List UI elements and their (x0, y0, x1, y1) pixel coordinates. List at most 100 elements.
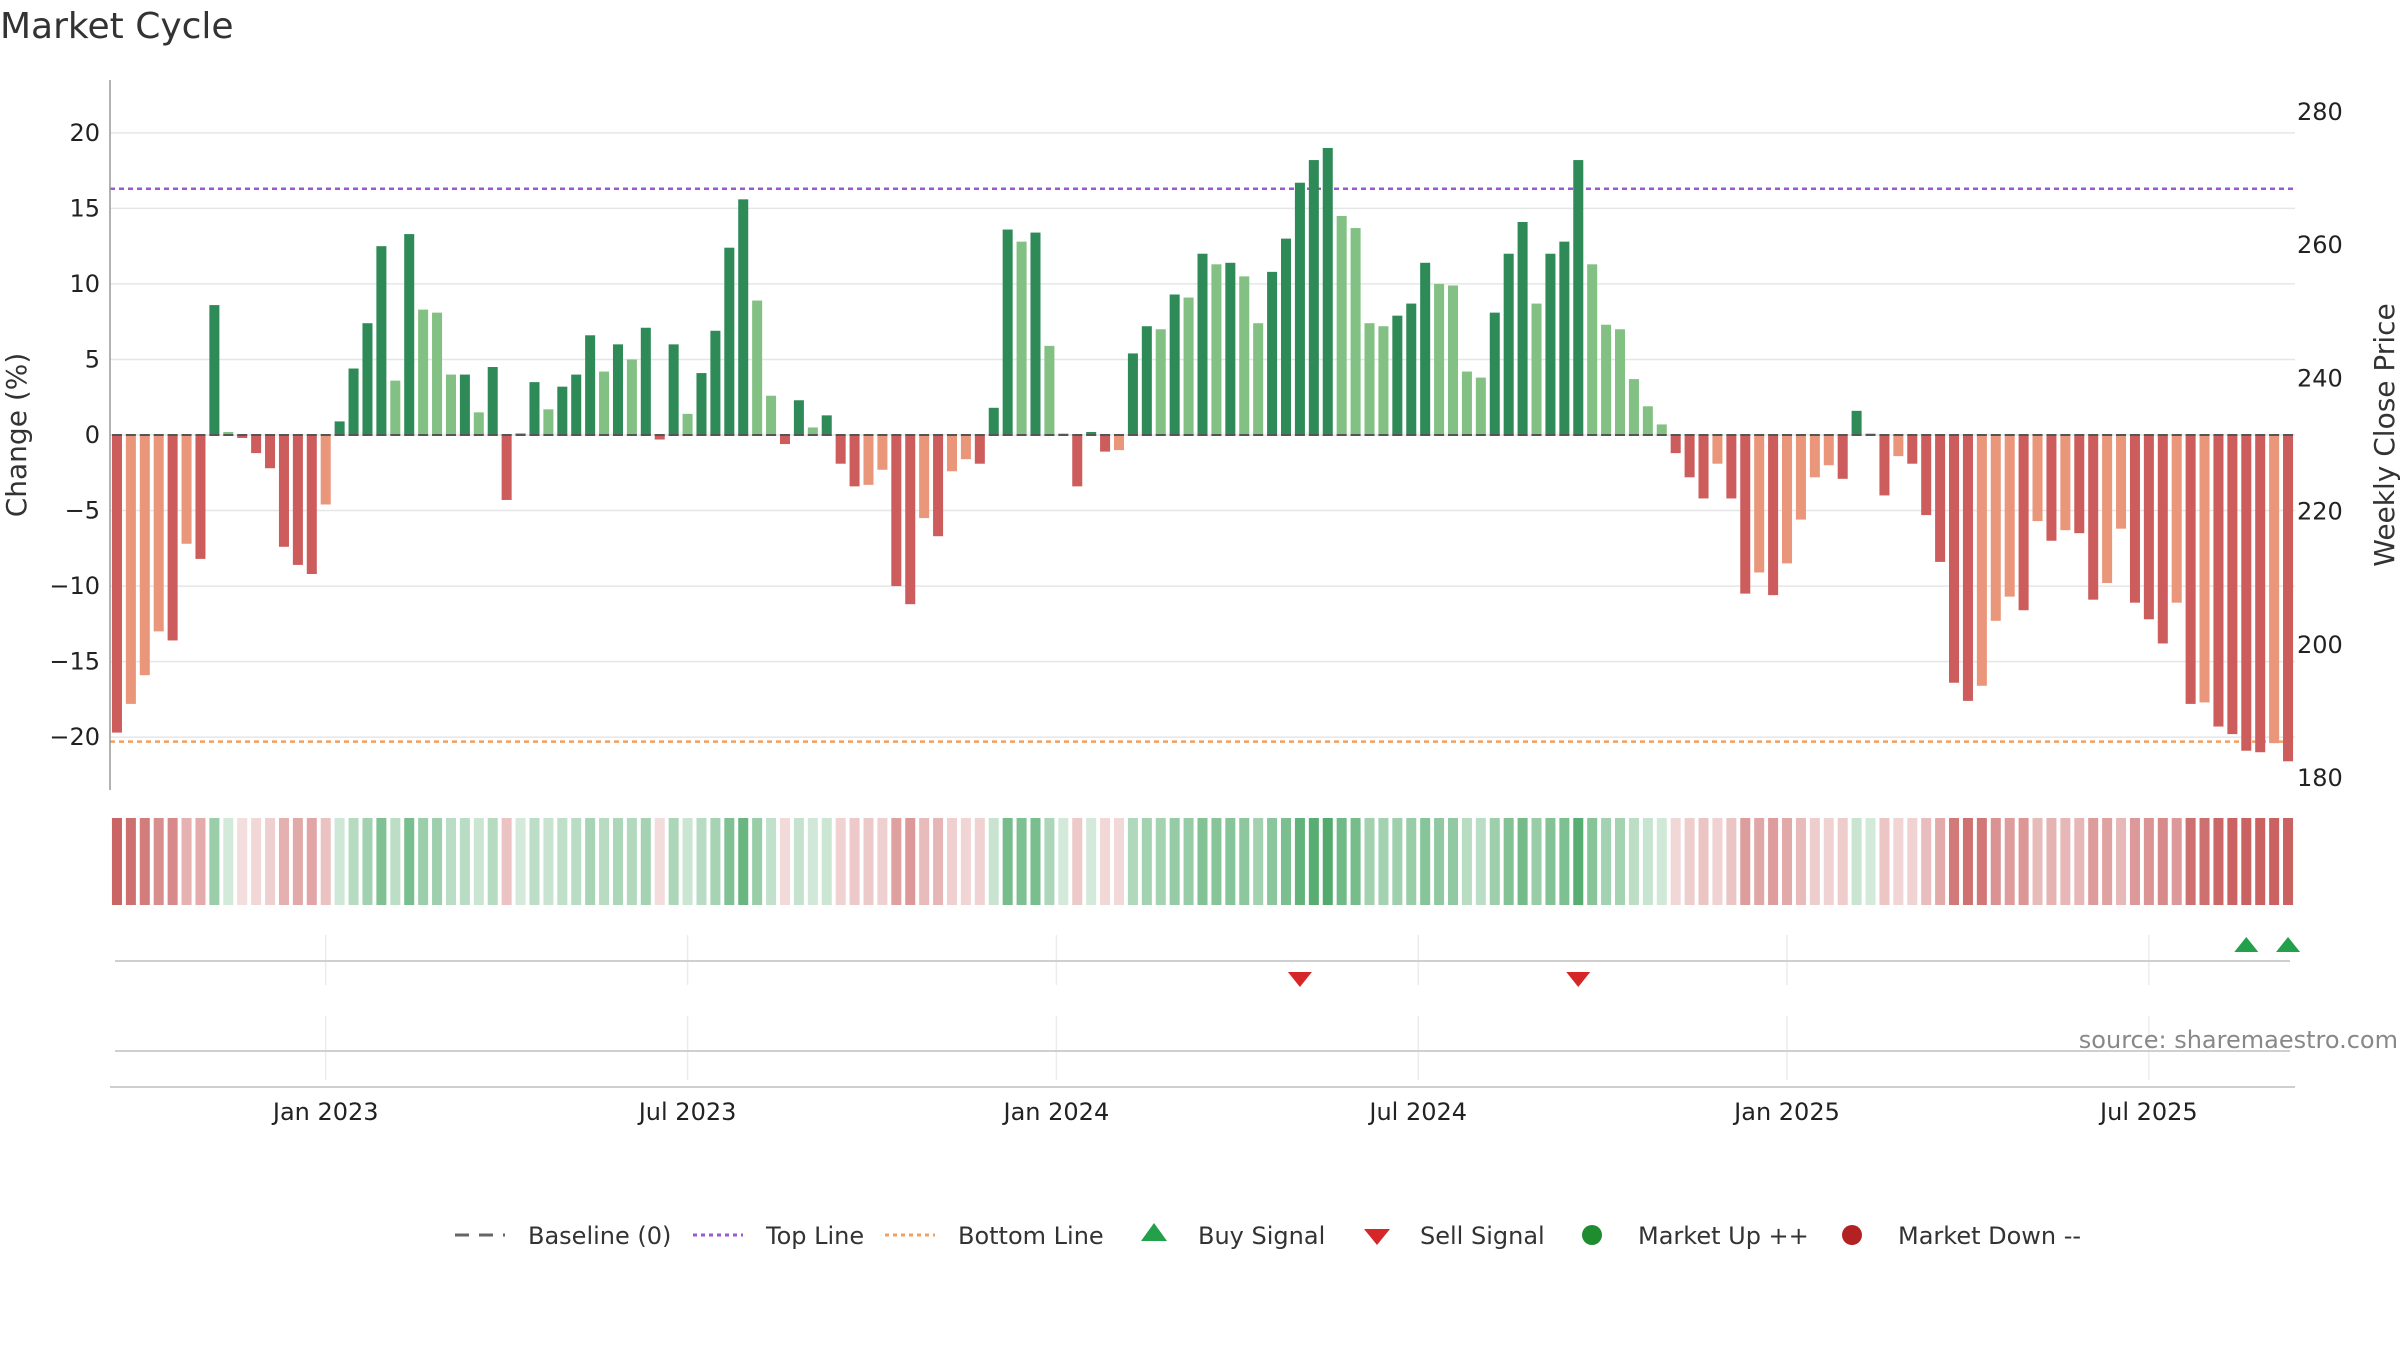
heat-cell (1030, 818, 1041, 905)
heat-cell (1253, 818, 1264, 905)
heat-cell (2157, 818, 2168, 905)
heat-cell (793, 818, 804, 905)
change-bar (1740, 435, 1751, 594)
change-bar (905, 435, 916, 605)
change-bar (1461, 371, 1472, 435)
heat-cell (1587, 818, 1598, 905)
heat-cell (2074, 818, 2085, 905)
legend-label: Sell Signal (1420, 1222, 1545, 1250)
heat-cell (626, 818, 637, 905)
change-bar (2227, 435, 2238, 735)
heat-cell (1141, 818, 1152, 905)
change-bar (724, 247, 735, 435)
heat-cell (2046, 818, 2057, 905)
heat-cell (933, 818, 944, 905)
y-tick-label-left: 20 (69, 119, 100, 147)
change-bar (1183, 297, 1194, 435)
buy-signal-marker (2276, 937, 2301, 952)
heat-cell (139, 818, 150, 905)
change-bar (835, 435, 846, 464)
heat-cell (362, 818, 373, 905)
change-bar (1559, 241, 1570, 435)
heat-cell (2018, 818, 2029, 905)
heat-cell (2060, 818, 2071, 905)
change-bar (278, 435, 289, 547)
right-axis-title: Weekly Close Price (2368, 303, 2400, 566)
heat-cell (779, 818, 790, 905)
change-bar (2074, 435, 2085, 534)
heat-cell (1002, 818, 1013, 905)
change-bar (1420, 262, 1431, 435)
change-bar (2018, 435, 2029, 611)
change-bar (988, 407, 999, 435)
heat-cell (265, 818, 276, 905)
heat-cell (863, 818, 874, 905)
heat-cell (2185, 818, 2196, 905)
heat-cell (1489, 818, 1500, 905)
change-bar (292, 435, 303, 565)
heat-cell (167, 818, 178, 905)
change-bar (1907, 435, 1918, 464)
change-bar (1656, 424, 1667, 435)
change-bar (1601, 324, 1612, 435)
heat-cell (223, 818, 234, 905)
heat-cell (1517, 818, 1528, 905)
change-bar (1642, 406, 1653, 435)
change-bar (1267, 271, 1278, 435)
change-bar (2283, 435, 2294, 762)
change-bar (459, 374, 470, 435)
change-bar (1517, 222, 1528, 435)
change-bar (1127, 353, 1138, 435)
signals-panel (115, 935, 2301, 1080)
change-bar (1322, 147, 1333, 435)
heat-cell (2116, 818, 2127, 905)
change-bar (1239, 276, 1250, 435)
change-bar (1072, 435, 1083, 487)
legend-label: Bottom Line (958, 1222, 1104, 1250)
change-bar (1990, 435, 2001, 621)
change-bar (2241, 435, 2252, 751)
heat-cell (1072, 818, 1083, 905)
x-tick-label: Jul 2023 (637, 1098, 737, 1126)
change-bar (1113, 435, 1125, 451)
change-bar (1434, 283, 1445, 435)
change-bar (1949, 435, 1960, 683)
heat-cell (1962, 818, 1973, 905)
heat-cell (418, 818, 429, 905)
x-tick-label: Jul 2024 (1367, 1098, 1467, 1126)
heat-cell (390, 818, 401, 905)
heat-cell (1100, 818, 1111, 905)
heat-cell (1169, 818, 1180, 905)
change-bar (125, 435, 136, 704)
change-bar (1197, 253, 1208, 435)
heat-cell (1127, 818, 1138, 905)
change-bar (1809, 435, 1820, 478)
change-bar (237, 435, 248, 439)
change-bar (1378, 326, 1389, 435)
heat-cell (181, 818, 192, 905)
change-bar (682, 413, 693, 435)
heat-cell (1113, 818, 1125, 905)
heat-cell (1990, 818, 2001, 905)
y-tick-label-left: 15 (69, 194, 100, 222)
change-bar (738, 199, 749, 435)
heat-cell (1740, 818, 1751, 905)
y-tick-label-left: −15 (49, 648, 100, 676)
heat-cell (1976, 818, 1987, 905)
change-bar (1155, 329, 1166, 435)
heat-cell (459, 818, 470, 905)
change-bar (195, 435, 206, 559)
heat-cell (1420, 818, 1431, 905)
heat-cell (1294, 818, 1305, 905)
heat-cell (696, 818, 707, 905)
legend-label: Buy Signal (1198, 1222, 1325, 1250)
change-bar (2004, 435, 2015, 597)
change-bar (139, 435, 150, 676)
triangle-up-icon (1141, 1223, 1167, 1241)
heat-cell (1726, 818, 1737, 905)
heat-cell (1865, 818, 1876, 905)
change-bar (1100, 435, 1111, 452)
heat-cell (1475, 818, 1486, 905)
triangle-down-icon (1364, 1229, 1390, 1245)
